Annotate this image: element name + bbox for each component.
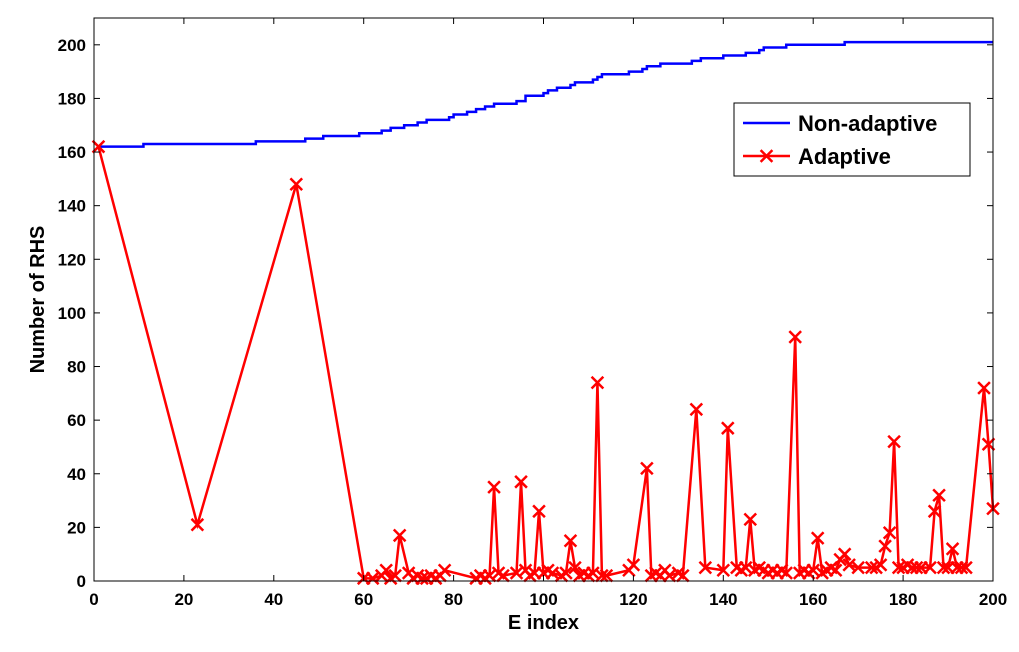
data-point-marker xyxy=(905,560,919,575)
data-point-marker xyxy=(289,177,304,191)
data-point-marker xyxy=(945,542,960,556)
data-point-marker xyxy=(873,558,888,572)
x-tick-label: 0 xyxy=(89,590,98,609)
data-point-marker xyxy=(595,568,609,583)
data-point-marker xyxy=(914,560,928,575)
x-tick-label: 160 xyxy=(799,590,827,609)
y-tick-label: 180 xyxy=(58,89,86,108)
x-tick-label: 20 xyxy=(174,590,193,609)
y-tick-label: 100 xyxy=(58,304,86,323)
x-tick-label: 40 xyxy=(264,590,283,609)
y-tick-label: 200 xyxy=(58,36,86,55)
legend-label-adaptive: Adaptive xyxy=(798,144,891,169)
data-point-marker xyxy=(437,563,452,578)
data-point-marker xyxy=(190,517,205,532)
data-point-marker xyxy=(496,568,510,583)
y-tick-label: 0 xyxy=(77,572,86,591)
data-point-marker xyxy=(810,531,825,545)
data-point-marker xyxy=(676,568,690,583)
data-point-marker xyxy=(981,437,996,452)
x-tick-label: 80 xyxy=(444,590,463,609)
data-point-marker xyxy=(954,560,969,575)
legend-marker-adaptive xyxy=(759,149,774,163)
y-tick-label: 20 xyxy=(67,518,86,537)
data-point-marker xyxy=(927,504,942,519)
y-tick-label: 80 xyxy=(67,358,86,377)
data-point-marker xyxy=(828,563,843,578)
data-point-marker xyxy=(936,560,951,575)
data-point-marker xyxy=(743,512,758,527)
data-point-marker xyxy=(379,563,393,578)
data-point-marker xyxy=(837,547,852,561)
data-point-marker xyxy=(977,381,991,395)
x-tick-label: 140 xyxy=(709,590,737,609)
data-point-marker xyxy=(959,560,973,575)
data-point-marker xyxy=(698,560,713,575)
x-axis-title: E index xyxy=(508,612,579,634)
data-point-marker xyxy=(950,560,964,575)
data-point-marker xyxy=(590,375,605,390)
data-point-marker xyxy=(788,330,802,344)
data-point-marker xyxy=(91,139,106,154)
y-tick-label: 140 xyxy=(58,197,86,216)
y-tick-label: 40 xyxy=(67,465,86,484)
data-point-marker xyxy=(941,560,955,575)
y-axis-title: Number of RHS xyxy=(27,226,49,374)
data-point-marker xyxy=(923,560,937,575)
series-line xyxy=(98,40,993,148)
y-tick-label: 120 xyxy=(58,250,86,269)
data-point-marker xyxy=(599,568,614,583)
data-point-marker xyxy=(689,402,704,417)
y-tick-label: 160 xyxy=(58,143,86,162)
x-tick-label: 200 xyxy=(979,590,1007,609)
data-point-marker xyxy=(716,563,731,578)
y-tick-label: 60 xyxy=(67,411,86,430)
data-point-marker xyxy=(887,434,901,449)
x-tick-label: 120 xyxy=(619,590,647,609)
legend-box xyxy=(733,102,971,177)
data-point-marker xyxy=(568,560,582,575)
data-point-marker xyxy=(514,475,528,489)
data-point-marker xyxy=(878,539,892,553)
data-point-marker xyxy=(640,461,654,476)
x-tick-label: 100 xyxy=(529,590,557,609)
data-point-marker xyxy=(392,528,407,543)
data-point-marker xyxy=(527,566,542,580)
data-point-marker xyxy=(882,525,897,540)
data-point-marker xyxy=(559,566,573,580)
data-point-marker xyxy=(487,480,501,494)
data-point-marker xyxy=(909,560,924,575)
series-non-adaptive xyxy=(98,40,993,148)
plot-area xyxy=(94,18,993,581)
legend-x-marker xyxy=(759,149,774,163)
x-tick-label: 180 xyxy=(889,590,917,609)
x-tick-label: 60 xyxy=(354,590,373,609)
legend: Non-adaptive Adaptive xyxy=(733,102,971,177)
axis-layer: 0 20 40 60 80 100 120 140 160 180 200 0 20 40 60 80 100 1… xyxy=(58,18,1007,609)
legend-label-non-adaptive: Non-adaptive xyxy=(798,111,937,136)
data-point-marker xyxy=(626,558,641,572)
data-point-marker xyxy=(779,566,793,580)
data-point-marker xyxy=(721,421,735,435)
data-point-marker xyxy=(932,488,946,502)
data-point-marker xyxy=(532,504,546,519)
data-point-marker xyxy=(388,568,402,583)
data-point-marker xyxy=(851,560,865,575)
data-point-marker xyxy=(563,534,578,548)
